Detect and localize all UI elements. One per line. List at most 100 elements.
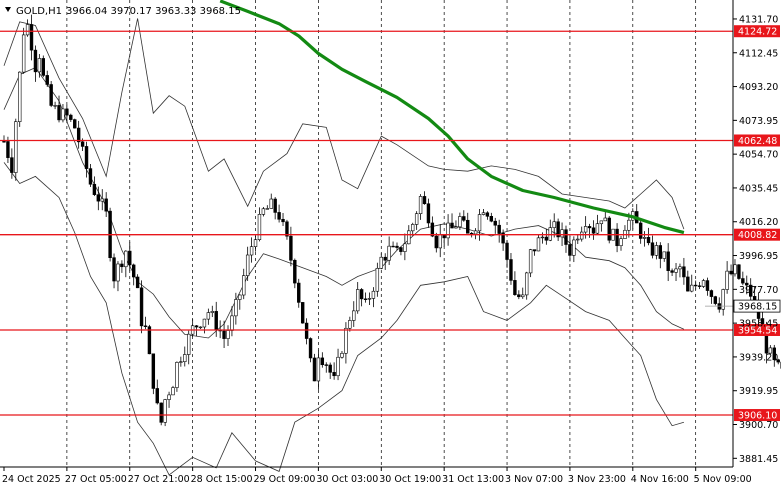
bearish-candle-body (45, 75, 49, 85)
candle (179, 356, 183, 367)
price-axis: 4131.70 4112.45 4093.20 4073.95 4054.70 4035.… (0, 0, 778, 468)
price-tick-label: 4035.45 (739, 183, 778, 194)
candle (466, 212, 470, 234)
candle (552, 213, 556, 238)
bullish-candle-body (25, 24, 30, 36)
candle (485, 211, 490, 220)
bearish-candle-body (151, 353, 156, 389)
candle (391, 241, 395, 248)
price-level[interactable]: 4008.82 (0, 228, 780, 242)
candle (171, 385, 175, 396)
candle (293, 258, 297, 289)
price-level-badge (734, 228, 780, 241)
bullish-candle-body (721, 289, 725, 310)
bearish-candle-body (682, 266, 686, 278)
candle (737, 264, 741, 280)
bullish-candle-body (528, 249, 533, 274)
candle (155, 379, 159, 405)
candle (297, 278, 301, 308)
time-tick-label: 27 Oct 21:00 (128, 474, 190, 485)
bullish-candle-body (226, 330, 230, 339)
candle (73, 118, 77, 129)
candle (532, 249, 537, 256)
candle (371, 287, 376, 308)
candle (607, 216, 611, 244)
candle (387, 236, 391, 265)
bullish-candle-body (336, 356, 340, 377)
bearish-candle-body (73, 119, 77, 129)
bearish-candle-body (509, 259, 513, 281)
candle (163, 398, 167, 427)
candle (210, 305, 214, 318)
bearish-candle-body (135, 276, 140, 289)
bullish-candle-body (627, 219, 631, 231)
candle (721, 288, 725, 316)
candle (517, 290, 521, 300)
candle (418, 194, 423, 220)
time-tick-label: 5 Nov 09:00 (694, 474, 752, 485)
price-level[interactable]: 4062.48 (0, 134, 780, 147)
candle (312, 353, 317, 382)
bearish-candle-body (591, 227, 596, 234)
price-level[interactable]: 4124.72 (0, 25, 780, 38)
bullish-candle-body (540, 236, 545, 239)
bearish-candle-body (615, 228, 619, 247)
candle (556, 218, 560, 241)
bearish-candle-body (29, 24, 34, 51)
bearish-candle-body (748, 284, 753, 297)
bullish-candle-body (14, 121, 18, 173)
candle (328, 362, 332, 379)
candle (367, 292, 372, 306)
bearish-candle-body (222, 330, 226, 339)
bullish-candle-body (678, 266, 682, 270)
candle (505, 240, 509, 268)
candle (548, 219, 552, 242)
candle (650, 235, 655, 259)
candle (139, 280, 144, 334)
bullish-candle-body (375, 267, 380, 292)
bullish-candle-body (261, 208, 266, 215)
candle (513, 271, 517, 296)
bullish-candle-body (238, 294, 242, 300)
triangle-down-icon[interactable] (5, 7, 11, 12)
candle (61, 103, 65, 123)
bullish-candle-body (269, 198, 273, 209)
bullish-candle-body (116, 263, 120, 282)
time-tick-label: 29 Oct 09:00 (254, 474, 316, 485)
candle (430, 216, 435, 238)
bearish-candle-body (469, 232, 474, 235)
candle (682, 257, 686, 285)
candle (733, 259, 737, 277)
candle (257, 207, 262, 242)
bearish-candle-body (568, 244, 572, 256)
chart-header[interactable]: GOLD,H1 3966.04 3970.17 3963.33 3968.15 (5, 6, 241, 17)
bullish-candle-body (654, 245, 659, 256)
bullish-candle-body (171, 387, 175, 396)
candle (273, 197, 277, 220)
bullish-candle-body (733, 264, 737, 275)
price-level-badge (734, 323, 780, 336)
candle (359, 288, 364, 307)
bullish-candle-body (175, 362, 179, 388)
candle (697, 281, 702, 290)
candle (713, 295, 718, 306)
candle (379, 253, 383, 270)
candle (143, 316, 148, 330)
bullish-candle-body (37, 58, 42, 73)
bearish-candle-body (76, 127, 81, 143)
bearish-candle-body (741, 278, 745, 284)
support-resistance-levels: 4124.72 4062.48 4008.82 3954.54 3906.10 3968.… (0, 25, 781, 422)
bearish-candle-body (10, 157, 14, 173)
bearish-candle-body (92, 183, 97, 195)
bearish-candle-body (705, 280, 710, 291)
price-level[interactable]: 3906.10 (0, 409, 780, 422)
bullish-candle-body (187, 333, 191, 355)
candle (524, 271, 529, 300)
price-tick-label: 4093.20 (739, 82, 778, 93)
bearish-candle-body (772, 347, 776, 361)
candle (112, 253, 116, 289)
bearish-candle-body (363, 298, 368, 300)
bearish-candle-body (41, 58, 46, 76)
price-level[interactable]: 3954.54 (0, 323, 780, 337)
